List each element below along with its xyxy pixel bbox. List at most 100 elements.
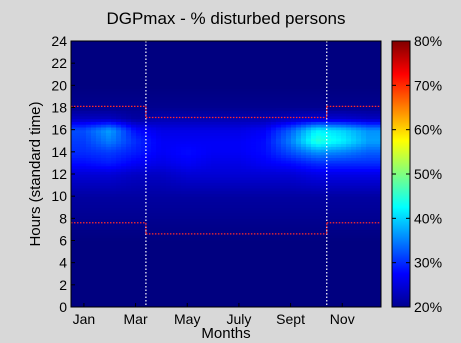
heatmap-cell: [251, 99, 257, 103]
heatmap-cell: [301, 90, 307, 95]
heatmap-cell: [251, 74, 257, 78]
heatmap-cell: [256, 246, 262, 250]
heatmap-cell: [116, 121, 122, 125]
heatmap-cell: [101, 279, 107, 283]
heatmap-cell: [256, 154, 262, 158]
heatmap-cell: [221, 140, 227, 145]
heatmap-cell: [181, 198, 187, 203]
heatmap-cell: [221, 101, 227, 106]
heatmap-cell: [126, 282, 132, 286]
heatmap-cell: [306, 118, 312, 122]
heatmap-cell: [226, 298, 232, 303]
heatmap-cell: [181, 254, 187, 258]
heatmap-cell: [216, 79, 222, 84]
heatmap-cell: [271, 41, 277, 45]
heatmap-cell: [161, 49, 167, 53]
heatmap-cell: [71, 223, 77, 228]
heatmap-cell: [191, 284, 197, 289]
heatmap-cell: [236, 54, 242, 59]
heatmap-cell: [321, 221, 327, 225]
heatmap-cell: [86, 287, 92, 291]
heatmap-cell: [116, 196, 122, 200]
heatmap-cell: [91, 132, 97, 136]
heatmap-cell: [311, 126, 317, 131]
heatmap-cell: [301, 276, 307, 280]
heatmap-cell: [306, 93, 312, 98]
heatmap-cell: [96, 176, 102, 181]
heatmap-cell: [111, 107, 117, 111]
heatmap-cell: [231, 162, 237, 167]
heatmap-cell: [286, 254, 292, 258]
heatmap-cell: [121, 276, 127, 280]
heatmap-cell: [301, 182, 307, 186]
heatmap-cell: [221, 265, 227, 269]
heatmap-cell: [271, 52, 277, 56]
heatmap-cell: [166, 146, 172, 150]
heatmap-cell: [121, 282, 127, 286]
heatmap-cell: [241, 65, 247, 70]
heatmap-cell: [131, 232, 137, 236]
heatmap-cell: [76, 279, 82, 283]
heatmap-cell: [286, 290, 292, 294]
heatmap-cell: [321, 196, 327, 200]
heatmap-cell: [171, 129, 177, 134]
heatmap-cell: [136, 54, 142, 59]
heatmap-cell: [241, 182, 247, 186]
heatmap-cell: [81, 137, 87, 142]
heatmap-cell: [246, 234, 252, 239]
heatmap-cell: [296, 185, 302, 189]
heatmap-cell: [236, 282, 242, 286]
heatmap-cell: [181, 246, 187, 250]
heatmap-cell: [96, 85, 102, 89]
heatmap-cell: [151, 54, 157, 59]
heatmap-cell: [196, 132, 202, 136]
heatmap-cell: [96, 304, 102, 307]
heatmap-cell: [201, 301, 207, 305]
heatmap-cell: [281, 85, 287, 89]
heatmap-cell: [301, 71, 307, 75]
heatmap-cell: [91, 201, 97, 206]
heatmap-cell: [86, 46, 92, 50]
heatmap-cell: [306, 68, 312, 73]
heatmap-cell: [311, 132, 317, 136]
heatmap-cell: [81, 101, 87, 106]
heatmap-cell: [156, 223, 162, 228]
heatmap-cell: [221, 182, 227, 186]
heatmap-cell: [101, 257, 107, 261]
heatmap-cell: [256, 85, 262, 89]
heatmap-cell: [236, 290, 242, 294]
heatmap-cell: [206, 90, 212, 95]
heatmap-cell: [271, 257, 277, 261]
heatmap-cell: [281, 52, 287, 56]
heatmap-cell: [181, 293, 187, 297]
heatmap-cell: [86, 259, 92, 264]
heatmap-cell: [221, 149, 227, 153]
heatmap-cell: [226, 259, 232, 264]
heatmap-cell: [291, 284, 297, 289]
heatmap-cell: [111, 85, 117, 89]
heatmap-cell: [281, 182, 287, 186]
heatmap-cell: [206, 193, 212, 197]
heatmap-cell: [326, 85, 332, 89]
heatmap-cell: [91, 251, 97, 255]
heatmap-cell: [151, 96, 157, 100]
heatmap-cell: [91, 168, 97, 172]
heatmap-cell: [326, 63, 332, 67]
heatmap-cell: [71, 198, 77, 203]
heatmap-cell: [141, 99, 147, 103]
heatmap-cell: [246, 304, 252, 307]
heatmap-cell: [276, 41, 282, 45]
heatmap-cell: [176, 279, 182, 283]
heatmap-cell: [206, 287, 212, 291]
heatmap-cell: [261, 246, 267, 250]
heatmap-cell: [306, 176, 312, 181]
heatmap-cell: [321, 229, 327, 233]
heatmap-cell: [116, 240, 122, 244]
heatmap-cell: [291, 99, 297, 103]
heatmap-cell: [196, 137, 202, 142]
heatmap-cell: [146, 154, 152, 158]
heatmap-cell: [156, 176, 162, 181]
heatmap-cell: [246, 157, 252, 161]
heatmap-cell: [166, 185, 172, 189]
heatmap-cell: [131, 85, 137, 89]
